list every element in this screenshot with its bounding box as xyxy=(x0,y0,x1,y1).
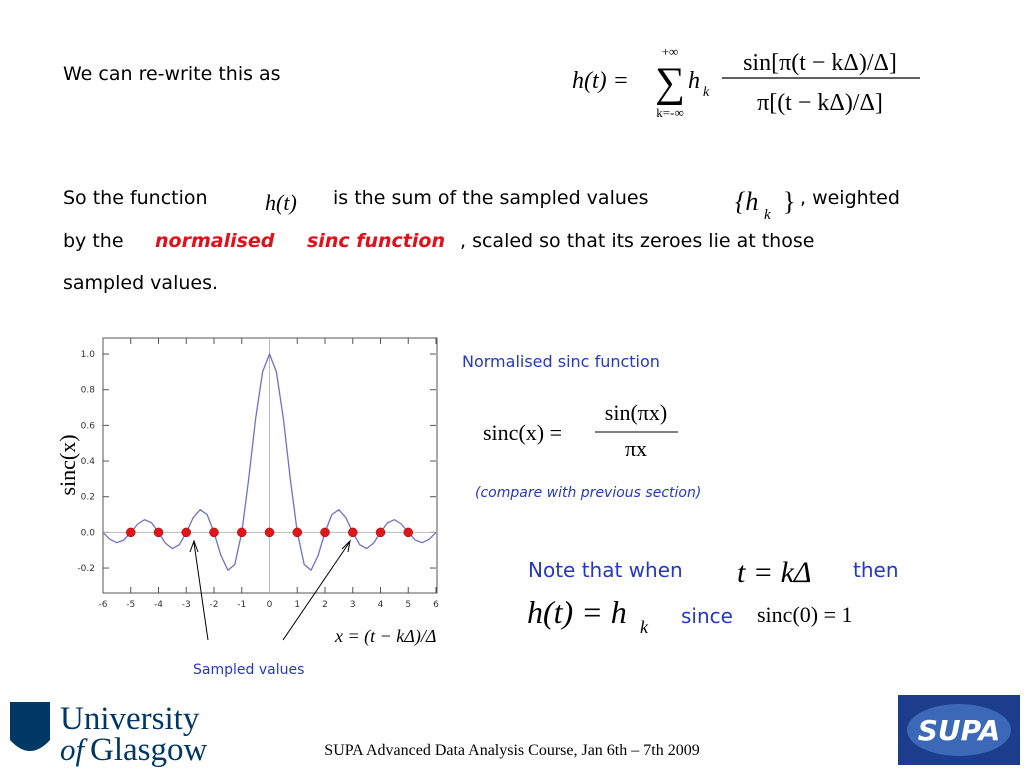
sample-point xyxy=(153,527,164,538)
sample-point xyxy=(209,527,219,538)
sinc-numerator: sin(πx) xyxy=(605,400,667,425)
logo-text: Glasgow xyxy=(90,732,207,768)
y-tick-label: 0.4 xyxy=(81,457,96,467)
sinc-title: Normalised sinc function xyxy=(462,352,660,371)
university-shield xyxy=(10,702,50,751)
annotation: Sampled values xyxy=(193,662,304,678)
sample-point xyxy=(375,527,386,538)
eq-denominator: π[(t − kΔ)/Δ] xyxy=(757,90,883,116)
x-tick-label: 1 xyxy=(294,600,300,610)
note-text: Note that when xyxy=(528,558,683,582)
sinc-lhs: sinc(x) = xyxy=(483,420,562,445)
x-tick-label: -6 xyxy=(99,600,108,610)
y-tick-label: -0.2 xyxy=(77,564,95,574)
para-text: sampled values. xyxy=(63,272,218,294)
x-formula: x = (t − kΔ)/Δ xyxy=(334,626,436,647)
arrow-head xyxy=(189,539,199,553)
y-tick-label: 0.2 xyxy=(81,493,95,503)
y-axis-label: sinc(x) xyxy=(55,434,80,495)
sample-point xyxy=(292,527,302,538)
x-tick-label: 3 xyxy=(350,600,356,610)
sinc-denominator: πx xyxy=(625,436,647,461)
y-tick-label: 0.0 xyxy=(81,528,96,538)
x-tick-label: 0 xyxy=(267,600,273,610)
arrow xyxy=(282,542,350,641)
x-tick-label: -5 xyxy=(126,600,135,610)
para-math: h(t) xyxy=(265,190,297,215)
footer-text: SUPA Advanced Data Analysis Course, Jan … xyxy=(324,742,699,759)
eq-lhs: h(t) = xyxy=(572,68,629,94)
para-text: is the sum of the sampled values xyxy=(333,187,648,209)
para-text: So the function xyxy=(63,187,208,209)
sum-top: +∞ xyxy=(662,44,679,59)
y-tick-label: 1.0 xyxy=(81,350,96,360)
note-text: since xyxy=(681,604,733,628)
sinc-note: (compare with previous section) xyxy=(475,485,701,501)
sample-point xyxy=(126,527,136,538)
highlight: sinc function xyxy=(307,230,445,252)
sample-point xyxy=(264,527,275,538)
sample-point xyxy=(320,527,330,538)
sum-symbol: ∑ xyxy=(655,60,685,106)
para-math: {h xyxy=(735,187,758,216)
sample-point xyxy=(237,527,247,538)
sample-point xyxy=(181,527,191,538)
x-tick-label: 5 xyxy=(405,600,411,610)
note-math: sinc(0) = 1 xyxy=(757,602,853,627)
para-text: , scaled so that its zeroes lie at those xyxy=(460,230,814,252)
sum-bottom: k=-∞ xyxy=(656,105,683,120)
para-text: by the xyxy=(63,230,124,252)
eq-coef-sub: k xyxy=(703,85,710,100)
x-tick-label: 6 xyxy=(433,600,439,610)
x-tick-label: 2 xyxy=(322,600,328,610)
arrow-head xyxy=(341,539,351,553)
para-math-sub: k xyxy=(764,207,771,223)
x-tick-label: 4 xyxy=(378,600,384,610)
x-tick-label: -4 xyxy=(154,600,163,610)
x-tick-label: -3 xyxy=(182,600,191,610)
para-math: } xyxy=(783,187,795,216)
sample-point xyxy=(403,527,413,538)
supa-logo-text: SUPA xyxy=(918,714,1001,747)
x-tick-label: -1 xyxy=(237,600,246,610)
note-text: then xyxy=(853,558,899,582)
note-math: t = kΔ xyxy=(737,556,812,589)
sample-point xyxy=(348,527,358,538)
plot: -6 -5 -4 -3 -2 -1 0 1 2 3 4 5 6 1.0 0.8 0.6 0.4 0.2 0.0 -0.… xyxy=(77,338,439,610)
highlight: normalised xyxy=(155,230,275,252)
y-tick-label: 0.6 xyxy=(81,421,96,431)
x-tick-label: -2 xyxy=(210,600,219,610)
y-tick-label: 0.8 xyxy=(81,386,96,396)
logo-text: University xyxy=(60,701,200,737)
note-math: h(t) = h xyxy=(527,594,627,630)
para-text: , weighted xyxy=(800,187,900,209)
eq-coef: h xyxy=(688,68,700,94)
arrow xyxy=(193,542,209,641)
logo-text: of xyxy=(60,732,89,767)
supa-logo-ring xyxy=(907,704,1011,756)
intro-text: We can re-write this as xyxy=(63,63,281,85)
note-math-sub: k xyxy=(640,617,649,637)
eq-numerator: sin[π(t − kΔ)/Δ] xyxy=(743,50,897,76)
